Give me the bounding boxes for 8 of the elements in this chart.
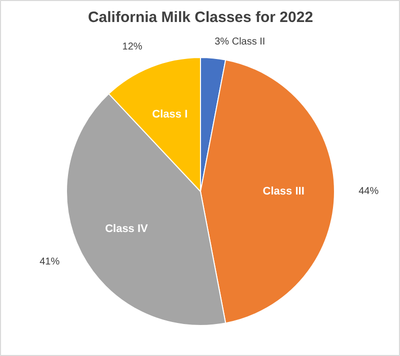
slice-label: Class I <box>152 108 188 120</box>
data-label: 44% <box>358 186 379 197</box>
data-label: 12% <box>122 41 142 52</box>
slice-label: 3% Class II <box>214 36 266 48</box>
slice-label: Class IV <box>105 223 149 236</box>
chart-title: California Milk Classes for 2022 <box>88 9 314 26</box>
slice-label: Class III <box>262 186 304 198</box>
data-label: 41% <box>40 256 60 268</box>
